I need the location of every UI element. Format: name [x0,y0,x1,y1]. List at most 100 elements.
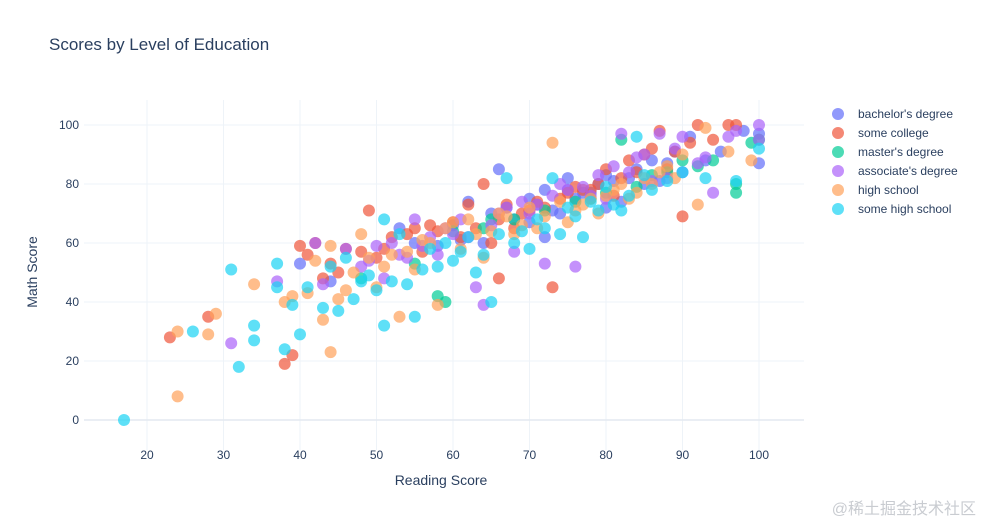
data-point[interactable] [561,183,574,196]
data-point[interactable] [600,180,612,193]
data-point[interactable] [546,172,559,185]
data-point[interactable] [569,260,582,273]
data-point[interactable] [202,328,215,341]
data-point[interactable] [699,121,712,134]
legend-item[interactable]: some college [832,126,929,140]
legend-label[interactable]: master's degree [858,145,944,159]
data-point[interactable] [362,269,375,282]
data-point[interactable] [378,213,391,226]
data-point[interactable] [592,169,605,182]
legend-label[interactable]: some high school [858,202,951,216]
data-point[interactable] [485,237,498,249]
data-point[interactable] [447,254,459,267]
data-point[interactable] [638,169,651,182]
data-point[interactable] [248,334,261,347]
data-point[interactable] [294,328,306,341]
data-point[interactable] [232,360,245,373]
legend-label[interactable]: some college [858,126,929,140]
data-point[interactable] [385,248,398,261]
data-point[interactable] [730,186,743,199]
data-point[interactable] [385,237,398,249]
data-point[interactable] [638,148,651,161]
data-point[interactable] [730,175,743,187]
data-point[interactable] [699,172,712,185]
data-point[interactable] [469,266,482,279]
data-point[interactable] [317,301,329,314]
data-point[interactable] [301,281,314,294]
data-point[interactable] [332,293,345,306]
data-point[interactable] [707,186,720,199]
data-point[interactable] [645,183,658,196]
legend-label[interactable]: bachelor's degree [858,107,953,121]
legend-label[interactable]: associate's degree [858,164,958,178]
data-point[interactable] [607,160,620,173]
legend-item[interactable]: bachelor's degree [832,107,953,121]
data-point[interactable] [378,260,391,273]
data-point[interactable] [722,145,735,158]
data-point[interactable] [317,278,329,291]
data-point[interactable] [393,310,406,323]
data-point[interactable] [225,263,238,276]
data-point[interactable] [500,210,513,223]
legend-marker[interactable] [832,127,844,139]
data-point[interactable] [408,310,421,323]
data-point[interactable] [248,278,261,291]
data-point[interactable] [515,225,528,238]
data-point[interactable] [531,213,544,226]
data-point[interactable] [309,237,322,249]
data-point[interactable] [561,201,574,214]
data-point[interactable] [278,357,291,370]
data-point[interactable] [676,210,689,223]
data-point[interactable] [393,228,406,241]
data-point[interactable] [691,198,704,211]
data-point[interactable] [676,166,689,179]
data-point[interactable] [171,390,184,403]
data-point[interactable] [538,257,551,270]
data-point[interactable] [186,325,199,338]
data-point[interactable] [248,319,261,332]
data-point[interactable] [492,163,505,176]
data-point[interactable] [347,293,360,306]
data-point[interactable] [623,166,635,179]
legend-marker[interactable] [832,108,844,120]
legend-label[interactable]: high school [858,183,919,197]
legend-marker[interactable] [832,165,844,177]
data-point[interactable] [431,298,444,311]
data-point[interactable] [286,290,299,303]
data-point[interactable] [416,263,429,276]
data-point[interactable] [447,216,459,229]
data-point[interactable] [332,304,345,317]
data-point[interactable] [385,275,398,288]
data-point[interactable] [500,172,513,185]
data-point[interactable] [347,266,360,279]
data-point[interactable] [584,195,597,208]
data-point[interactable] [355,228,368,241]
data-point[interactable] [339,251,352,264]
legend-marker[interactable] [832,203,844,215]
data-point[interactable] [699,151,712,164]
data-point[interactable] [615,127,628,140]
data-point[interactable] [309,254,322,267]
data-point[interactable] [225,337,238,350]
data-point[interactable] [271,257,284,270]
data-point[interactable] [630,130,643,143]
data-point[interactable] [431,260,444,273]
data-point[interactable] [317,313,329,326]
data-point[interactable] [408,213,421,226]
data-point[interactable] [661,160,674,173]
legend-item[interactable]: associate's degree [832,164,958,178]
data-point[interactable] [492,228,505,241]
legend[interactable]: bachelor's degree some college master's de… [832,107,958,216]
data-point[interactable] [171,325,184,338]
data-point[interactable] [401,278,414,291]
data-point[interactable] [378,319,391,332]
data-point[interactable] [485,296,498,308]
data-point[interactable] [577,180,589,193]
data-point[interactable] [408,222,421,235]
data-point[interactable] [753,133,765,146]
legend-marker[interactable] [832,184,844,196]
data-point[interactable] [362,204,375,217]
data-point[interactable] [538,231,551,244]
data-point[interactable] [462,213,475,226]
data-point[interactable] [523,242,536,255]
